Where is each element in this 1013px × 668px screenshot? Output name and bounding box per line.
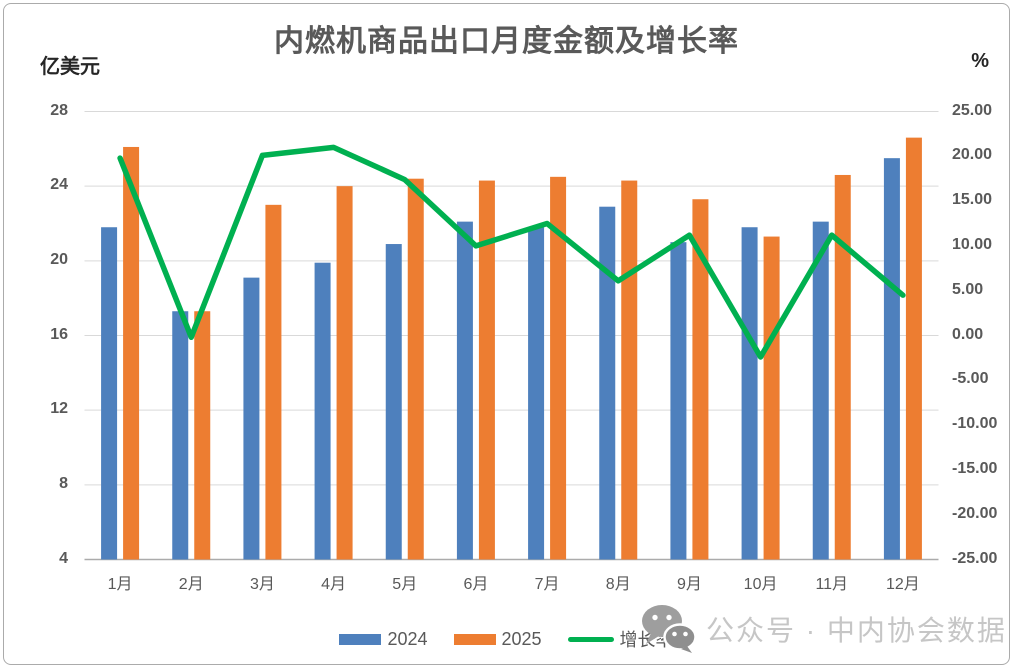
chart-title: 内燃机商品出口月度金额及增长率: [274, 25, 739, 58]
right-tick-label: 0.00: [952, 325, 984, 343]
bar-2024: [101, 227, 118, 560]
x-axis-label: 4月: [321, 576, 347, 593]
right-axis-unit: %: [971, 50, 989, 72]
left-tick-label: 28: [50, 101, 68, 119]
bar-2024: [528, 227, 545, 560]
x-axis-label: 2月: [178, 576, 204, 593]
right-tick-label: 25.00: [952, 101, 993, 119]
right-tick-label: -20.00: [952, 504, 998, 522]
x-axis-label: 3月: [249, 576, 275, 593]
bar-2025: [905, 137, 922, 560]
bar-2025: [763, 236, 780, 560]
bar-2025: [123, 146, 140, 560]
growth-line: [117, 144, 906, 360]
x-axis-label: 8月: [605, 576, 631, 593]
x-axis-label: 7月: [534, 576, 560, 593]
x-axis-label: 9月: [676, 576, 702, 593]
legend-item-2024: 2024: [339, 628, 428, 650]
left-tick-label: 12: [50, 400, 68, 418]
bar-2025: [621, 180, 638, 560]
watermark: 公众号 · 中内协会数据: [640, 604, 1007, 654]
left-axis-unit: 亿美元: [40, 56, 100, 78]
x-axis-label: 11月: [815, 576, 849, 593]
left-tick-label: 24: [50, 176, 68, 194]
legend-label-2024: 2024: [387, 628, 428, 649]
legend: 2024 2025 增长率: [0, 626, 1013, 652]
bar-2024: [883, 158, 900, 560]
legend-label-2025: 2025: [501, 628, 542, 649]
legend-item-2025: 2025: [453, 628, 542, 650]
x-axis-label: 1月: [107, 576, 133, 593]
right-tick-label: -15.00: [952, 459, 998, 477]
bar-2025: [550, 176, 567, 560]
bar-2024: [385, 244, 402, 560]
x-axis-label: 5月: [392, 576, 418, 593]
right-tick-label: 20.00: [952, 146, 993, 164]
bar-2024: [670, 242, 687, 560]
bar-2024: [741, 227, 758, 560]
legend-swatch-2024: [339, 633, 382, 645]
right-tick-label: 15.00: [952, 191, 993, 209]
legend-swatch-2025: [453, 633, 496, 645]
left-tick-label: 20: [50, 250, 68, 268]
x-axis-label: 12月: [886, 576, 920, 593]
left-tick-label: 4: [59, 549, 68, 567]
bar-2024: [172, 311, 189, 560]
left-tick-label: 8: [59, 474, 68, 492]
bar-2024: [243, 277, 260, 560]
right-tick-label: -10.00: [952, 415, 998, 433]
bar-2025: [834, 174, 851, 560]
legend-swatch-growth-line: [567, 636, 614, 642]
bar-2024: [456, 221, 473, 560]
right-tick-label: 5.00: [952, 280, 984, 298]
x-axis-label: 10月: [743, 576, 778, 593]
x-axis-label: 6月: [463, 576, 489, 593]
left-tick-label: 16: [50, 325, 68, 343]
wechat-icon: [642, 605, 697, 653]
watermark-text: 公众号 · 中内协会数据: [706, 615, 1007, 646]
bar-2024: [812, 221, 829, 560]
bar-2025: [692, 199, 709, 560]
bar-2025: [478, 180, 495, 560]
right-tick-label: -5.00: [952, 370, 989, 388]
bar-2025: [336, 186, 353, 560]
bar-2024: [314, 262, 331, 560]
right-tick-label: -25.00: [952, 549, 998, 567]
bar-2025: [407, 178, 424, 560]
right-tick-label: 10.00: [952, 235, 993, 253]
bar-2025: [194, 311, 211, 560]
bar-2025: [265, 204, 282, 560]
bar-2024: [599, 206, 616, 560]
